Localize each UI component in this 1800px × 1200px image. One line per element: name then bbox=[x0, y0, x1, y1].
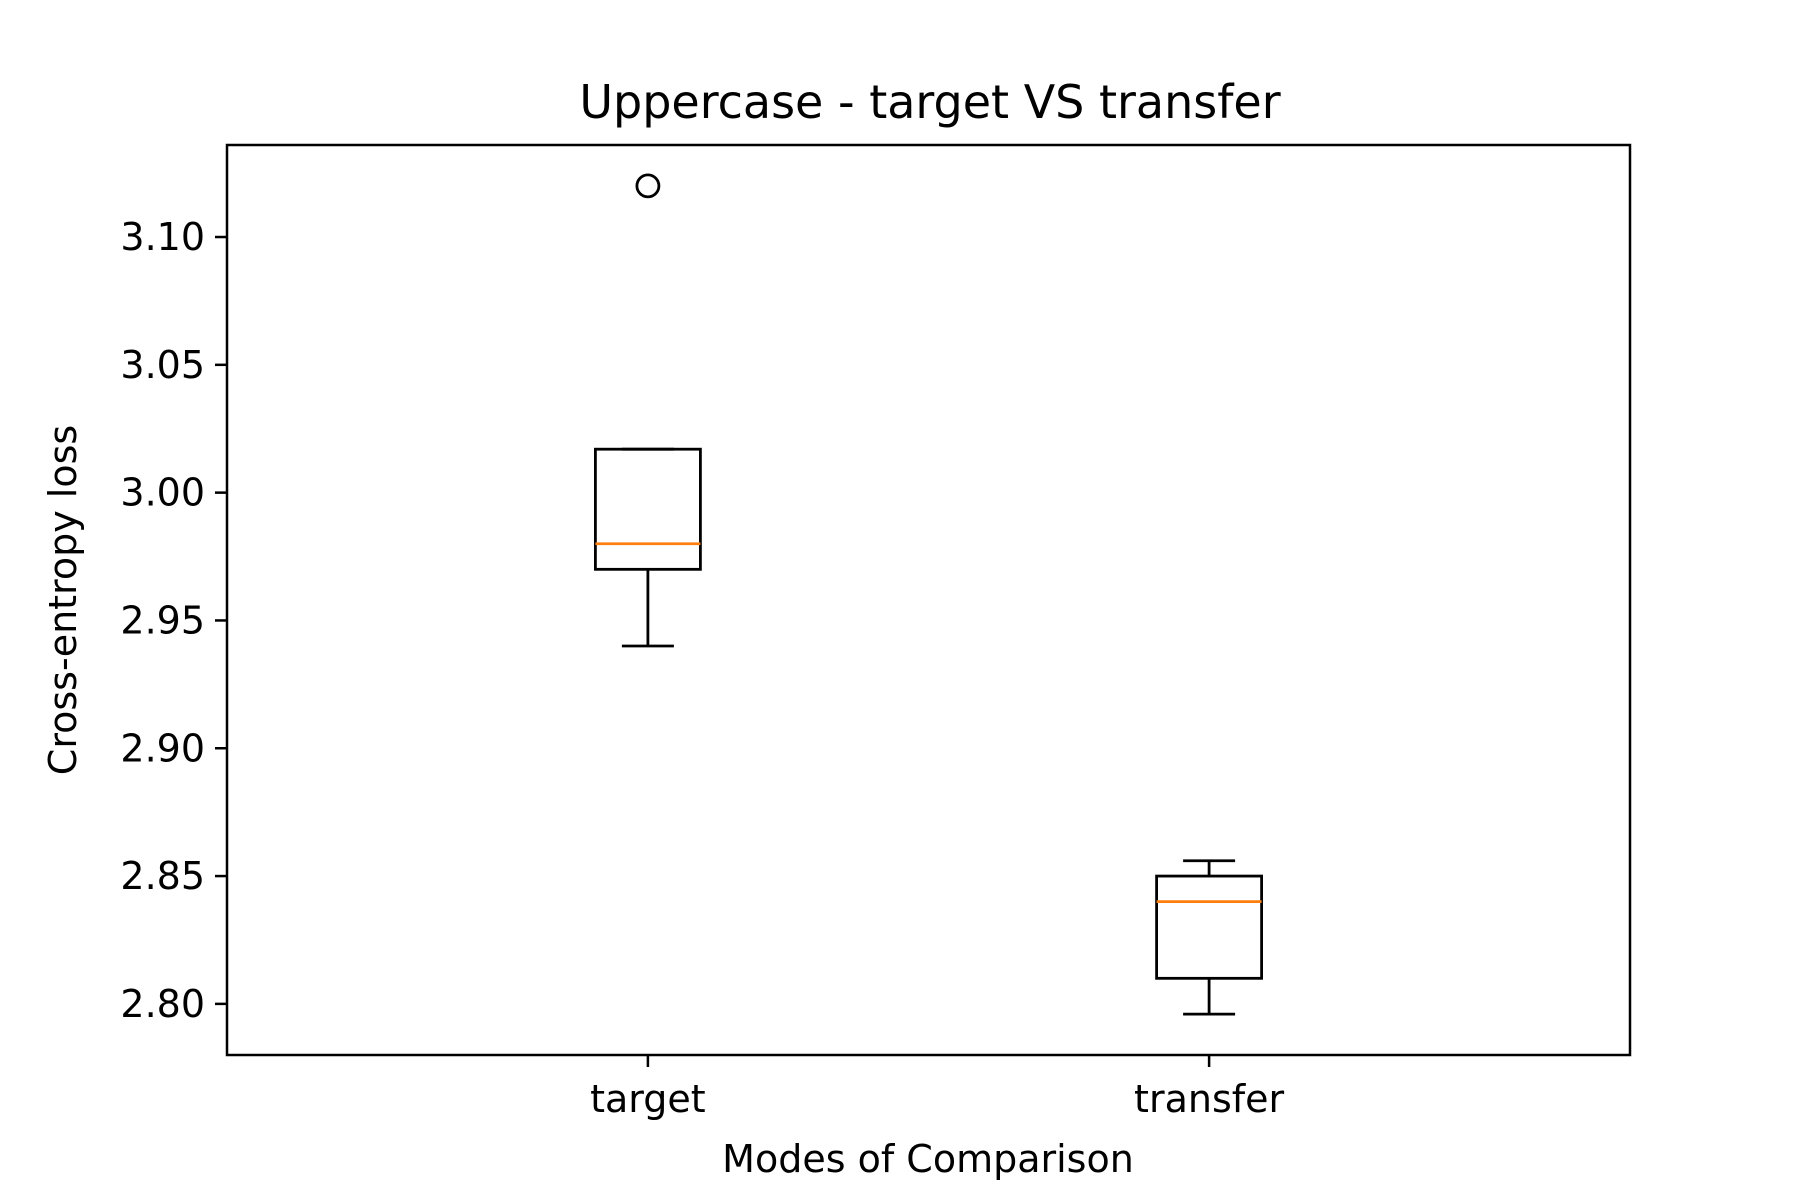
y-tick-label: 2.80 bbox=[120, 982, 205, 1026]
y-tick-label: 3.05 bbox=[120, 343, 205, 387]
boxes bbox=[594, 173, 1263, 1016]
x-tick-label: target bbox=[590, 1077, 706, 1121]
box-target bbox=[594, 173, 702, 648]
y-tick-label: 3.00 bbox=[120, 471, 205, 515]
y-axis: 2.80 2.85 2.90 2.95 3.00 3.05 3.10 bbox=[120, 215, 227, 1026]
x-axis: target transfer bbox=[590, 1055, 1285, 1121]
y-tick-label: 2.85 bbox=[120, 854, 205, 898]
box-transfer bbox=[1155, 859, 1263, 1016]
plot-area bbox=[225, 143, 1632, 1057]
y-axis-label: Cross-entropy loss bbox=[41, 425, 85, 775]
x-axis-label: Modes of Comparison bbox=[722, 1137, 1134, 1181]
x-tick-label: transfer bbox=[1134, 1077, 1284, 1121]
chart-title: Uppercase - target VS transfer bbox=[579, 75, 1280, 129]
outlier-point bbox=[635, 173, 661, 199]
iqr-box bbox=[1155, 874, 1263, 980]
iqr-box bbox=[594, 447, 702, 571]
y-tick-label: 2.90 bbox=[120, 726, 205, 770]
y-tick-label: 2.95 bbox=[120, 598, 205, 642]
y-tick-label: 3.10 bbox=[120, 215, 205, 259]
